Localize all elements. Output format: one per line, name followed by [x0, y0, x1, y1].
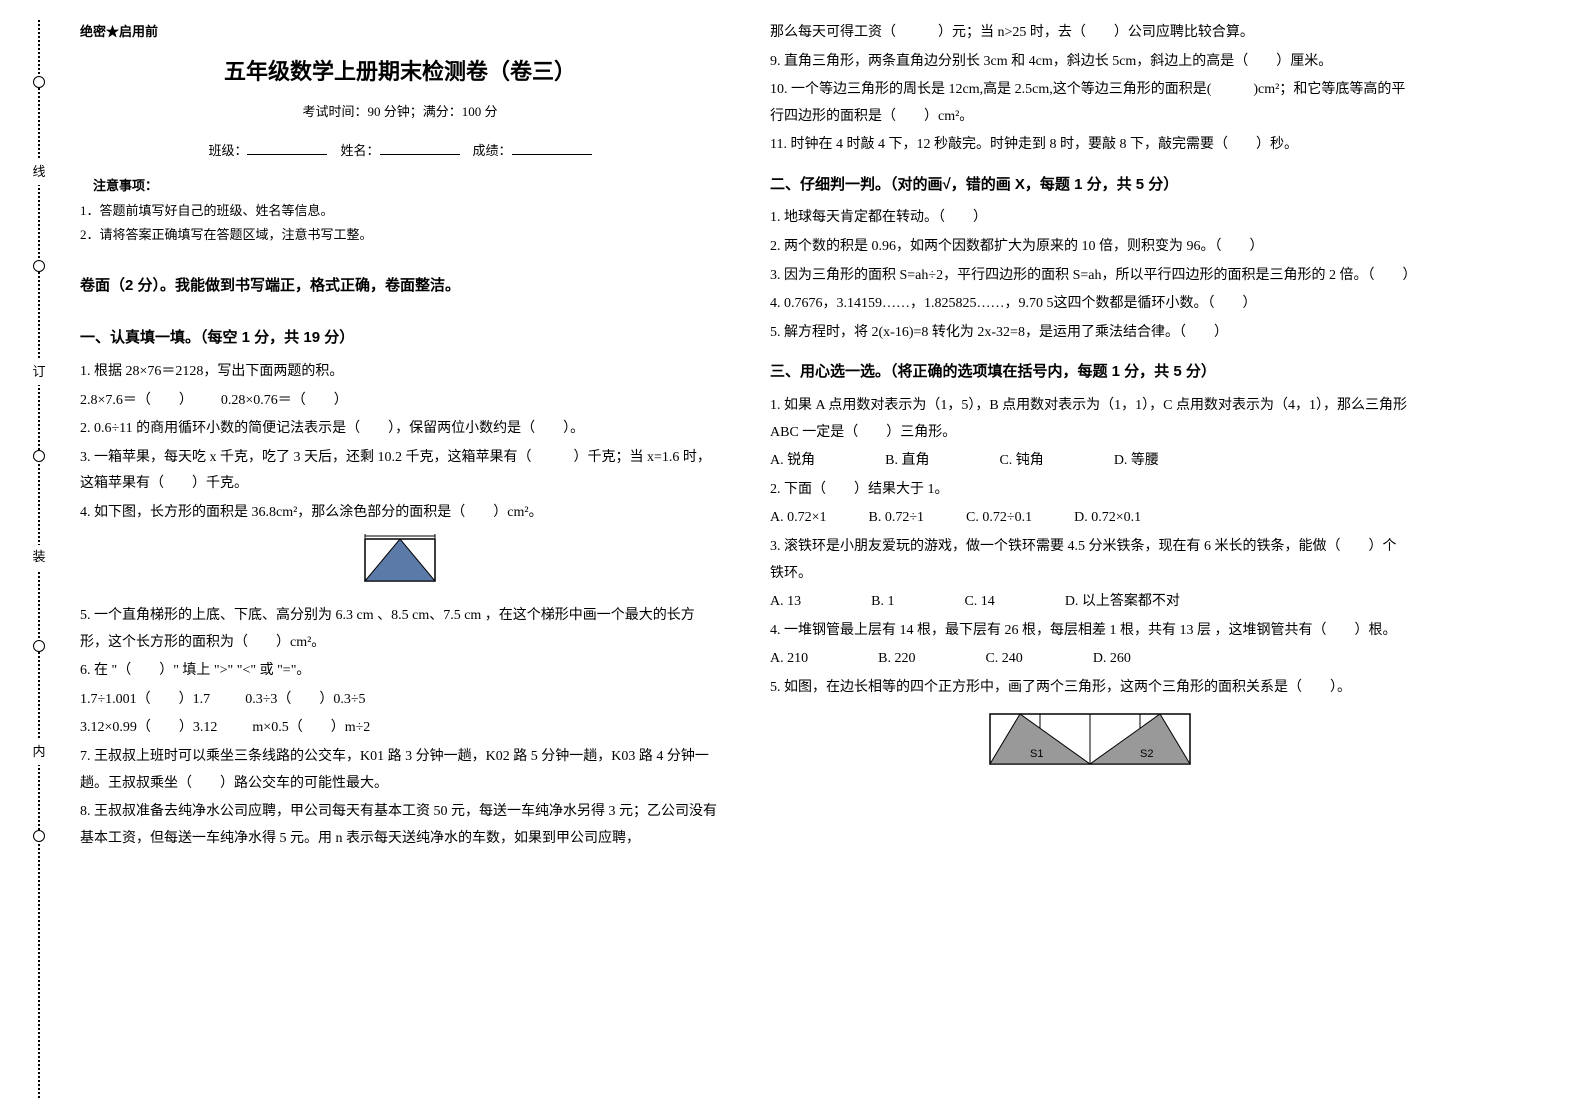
figure-q1-4: [80, 534, 720, 595]
q1-1: 1. 根据 28×76＝2128，写出下面两题的积。: [80, 359, 720, 386]
svg-text:S1: S1: [1030, 748, 1043, 760]
q3-2-opts: A. 0.72×1 B. 0.72÷1 C. 0.72÷0.1 D. 0.72×…: [770, 505, 1410, 532]
q1-6-row1: 1.7÷1.001（ ）1.7 0.3÷3（ ）0.3÷5: [80, 687, 720, 714]
q1-4: 4. 如下图，长方形的面积是 36.8cm²，那么涂色部分的面积是（ ）cm²。: [80, 500, 720, 527]
notice-item-1: 1．答题前填写好自己的班级、姓名等信息。: [80, 199, 720, 224]
q2-2: 2. 两个数的积是 0.96，如两个因数都扩大为原来的 10 倍，则积变为 96…: [770, 234, 1410, 261]
q3-2: 2. 下面（ ）结果大于 1。: [770, 477, 1410, 504]
q3-3-opts: A. 13 B. 1 C. 14 D. 以上答案都不对: [770, 589, 1410, 616]
q3-1-a: A. 锐角: [770, 448, 815, 475]
exam-content: 绝密★启用前 五年级数学上册期末检测卷（卷三） 考试时间：90 分钟；满分：10…: [80, 20, 1563, 854]
binding-hole-icon: [33, 76, 45, 88]
q2-4: 4. 0.7676，3.14159……，1.825825……，9.70 5这四个…: [770, 291, 1410, 318]
svg-text:S2: S2: [1140, 748, 1153, 760]
exam-subtitle: 考试时间：90 分钟；满分：100 分: [80, 100, 720, 125]
class-blank: [247, 142, 327, 155]
secret-label: 绝密★启用前: [80, 20, 720, 45]
q3-4-b: B. 220: [878, 646, 915, 673]
binding-hole-icon: [33, 260, 45, 272]
class-label: 班级：: [208, 143, 247, 158]
binding-hole-icon: [33, 450, 45, 462]
q3-4-a: A. 210: [770, 646, 808, 673]
q1-6-row2: 3.12×0.99（ ）3.12 m×0.5（ ）m÷2: [80, 715, 720, 742]
notice-title: 注意事项：: [80, 174, 720, 199]
squares-triangles-icon: S1 S2: [985, 709, 1195, 767]
q3-1-d: D. 等腰: [1114, 448, 1159, 475]
binding-margin: 线 订 装 内: [0, 0, 60, 1118]
q3-2-d: D. 0.72×0.1: [1074, 505, 1141, 532]
q2-1: 1. 地球每天肯定都在转动。（ ）: [770, 205, 1410, 232]
rectangle-triangle-icon: [360, 534, 440, 584]
q3-3-a: A. 13: [770, 589, 801, 616]
name-label: 姓名：: [340, 143, 379, 158]
q3-4-d: D. 260: [1093, 646, 1131, 673]
score-label: 成绩：: [473, 143, 512, 158]
binding-hole-icon: [33, 640, 45, 652]
figure-q3-5: S1 S2: [770, 709, 1410, 778]
section-3-heading: 三、用心选一选。（将正确的选项填在括号内，每题 1 分，共 5 分）: [770, 358, 1410, 387]
q1-7: 7. 王叔叔上班时可以乘坐三条线路的公交车，K01 路 3 分钟一趟，K02 路…: [80, 744, 720, 797]
q1-5: 5. 一个直角梯形的上底、下底、高分别为 6.3 cm 、8.5 cm、7.5 …: [80, 603, 720, 656]
q1-8: 8. 王叔叔准备去纯净水公司应聘，甲公司每天有基本工资 50 元，每送一车纯净水…: [80, 799, 720, 852]
q1-6d: m×0.5（ ）m÷2: [252, 720, 370, 735]
notice-item-2: 2．请将答案正确填写在答题区域，注意书写工整。: [80, 223, 720, 248]
q1-3: 3. 一箱苹果，每天吃 x 千克，吃了 3 天后，还剩 10.2 千克，这箱苹果…: [80, 445, 720, 498]
binding-char-1: 线: [30, 160, 48, 185]
q1-6: 6. 在 "（ ）" 填上 ">" "<" 或 "="。: [80, 658, 720, 685]
q1-1-sub: 2.8×7.6＝（ ） 0.28×0.76＝（ ）: [80, 388, 720, 415]
q3-3-c: C. 14: [964, 589, 994, 616]
q1-9: 9. 直角三角形，两条直角边分别长 3cm 和 4cm，斜边长 5cm，斜边上的…: [770, 49, 1410, 76]
q3-2-a: A. 0.72×1: [770, 505, 827, 532]
neatness-note: 卷面（2 分）。我能做到书写端正，格式正确，卷面整洁。: [80, 272, 720, 301]
q3-2-b: B. 0.72÷1: [869, 505, 925, 532]
q1-6a: 1.7÷1.001（ ）1.7: [80, 692, 210, 707]
q1-2: 2. 0.6÷11 的商用循环小数的简便记法表示是（ ），保留两位小数约是（ ）…: [80, 416, 720, 443]
q3-3-b: B. 1: [871, 589, 894, 616]
column-left: 绝密★启用前 五年级数学上册期末检测卷（卷三） 考试时间：90 分钟；满分：10…: [80, 20, 720, 854]
q3-4-c: C. 240: [985, 646, 1022, 673]
q3-5: 5. 如图，在边长相等的四个正方形中，画了两个三角形，这两个三角形的面积关系是（…: [770, 675, 1410, 702]
q3-4: 4. 一堆钢管最上层有 14 根，最下层有 26 根，每层相差 1 根，共有 1…: [770, 618, 1410, 645]
section-2-heading: 二、仔细判一判。（对的画√，错的画 X，每题 1 分，共 5 分）: [770, 171, 1410, 200]
q1-10: 10. 一个等边三角形的周长是 12cm,高是 2.5cm,这个等边三角形的面积…: [770, 77, 1410, 130]
q1-1a: 2.8×7.6＝（ ）: [80, 393, 193, 408]
student-info-line: 班级： 姓名： 成绩：: [80, 139, 720, 164]
q1-6b: 0.3÷3（ ）0.3÷5: [245, 692, 365, 707]
q3-1-c: C. 钝角: [999, 448, 1043, 475]
score-blank: [512, 142, 592, 155]
q1-1b: 0.28×0.76＝（ ）: [221, 393, 348, 408]
q3-1-opts: A. 锐角 B. 直角 C. 钝角 D. 等腰: [770, 448, 1410, 475]
q1-8-cont: 那么每天可得工资（ ）元；当 n>25 时，去（ ）公司应聘比较合算。: [770, 20, 1410, 47]
q3-3: 3. 滚铁环是小朋友爱玩的游戏，做一个铁环需要 4.5 分米铁条，现在有 6 米…: [770, 534, 1410, 587]
q1-6c: 3.12×0.99（ ）3.12: [80, 720, 217, 735]
column-right: 那么每天可得工资（ ）元；当 n>25 时，去（ ）公司应聘比较合算。 9. 直…: [770, 20, 1410, 854]
q2-5: 5. 解方程时，将 2(x-16)=8 转化为 2x-32=8，是运用了乘法结合…: [770, 320, 1410, 347]
q3-3-d: D. 以上答案都不对: [1065, 589, 1180, 616]
binding-char-2: 订: [30, 360, 48, 385]
section-1-heading: 一、认真填一填。（每空 1 分，共 19 分）: [80, 324, 720, 353]
q3-1: 1. 如果 A 点用数对表示为（1，5），B 点用数对表示为（1，1），C 点用…: [770, 393, 1410, 446]
q3-1-b: B. 直角: [885, 448, 929, 475]
q3-2-c: C. 0.72÷0.1: [966, 505, 1032, 532]
q3-4-opts: A. 210 B. 220 C. 240 D. 260: [770, 646, 1410, 673]
exam-title: 五年级数学上册期末检测卷（卷三）: [80, 51, 720, 93]
binding-char-3: 装: [30, 545, 48, 570]
q2-3: 3. 因为三角形的面积 S=ah÷2，平行四边形的面积 S=ah，所以平行四边形…: [770, 263, 1410, 290]
binding-hole-icon: [33, 830, 45, 842]
q1-11: 11. 时钟在 4 时敲 4 下，12 秒敲完。时钟走到 8 时，要敲 8 下，…: [770, 132, 1410, 159]
binding-char-4: 内: [30, 740, 48, 765]
name-blank: [380, 142, 460, 155]
